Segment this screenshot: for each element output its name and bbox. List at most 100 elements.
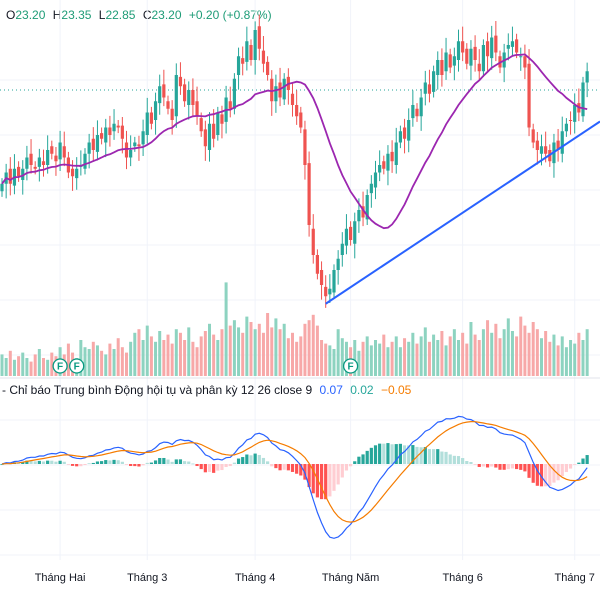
candle-body bbox=[585, 71, 589, 83]
candle-body bbox=[270, 78, 274, 102]
macd-histogram-bar bbox=[398, 443, 402, 464]
volume-bar bbox=[286, 338, 290, 376]
candle-body bbox=[568, 120, 573, 121]
candles[interactable] bbox=[0, 14, 589, 308]
macd-histogram-bar bbox=[357, 456, 361, 464]
macd-histogram-bar bbox=[149, 462, 153, 464]
macd-legend[interactable]: - Chỉ báo Trung bình Động hội tụ và phân… bbox=[2, 383, 411, 397]
macd-histogram-bar bbox=[324, 464, 328, 500]
low-value: 22.85 bbox=[105, 8, 136, 22]
x-tick-label: Tháng 4 bbox=[235, 572, 275, 584]
volume-bar bbox=[311, 314, 315, 376]
volume-bars bbox=[0, 282, 589, 376]
volume-bar bbox=[303, 323, 307, 376]
candle-body bbox=[315, 255, 319, 274]
macd-histogram-bar bbox=[419, 447, 423, 464]
macd-histogram-bar bbox=[539, 464, 544, 487]
open-value: 23.20 bbox=[15, 8, 46, 22]
candle-body bbox=[41, 161, 46, 165]
macd-histogram-bar bbox=[407, 445, 411, 464]
macd-histogram-bar bbox=[448, 454, 452, 464]
candle-body bbox=[452, 56, 456, 66]
candle-body bbox=[216, 112, 220, 135]
volume-bar bbox=[203, 331, 207, 376]
macd-histogram-bar bbox=[506, 464, 510, 470]
macd-histogram-bar bbox=[573, 464, 577, 465]
candle-body bbox=[560, 131, 564, 154]
candle-body bbox=[124, 142, 129, 158]
volume-bar bbox=[481, 329, 485, 376]
macd-histogram-bar bbox=[481, 464, 485, 467]
volume-bar bbox=[261, 332, 265, 376]
volume-bar bbox=[245, 316, 249, 376]
volume-bar bbox=[17, 356, 21, 376]
volume-bar bbox=[390, 341, 394, 376]
macd-histogram-bar bbox=[274, 464, 278, 469]
volume-bar bbox=[432, 334, 436, 376]
open-label: O bbox=[6, 8, 16, 22]
candle-body bbox=[149, 112, 153, 124]
candle-body bbox=[245, 41, 249, 62]
candle-body bbox=[402, 127, 407, 139]
candle-body bbox=[87, 142, 91, 154]
candle-body bbox=[187, 90, 191, 105]
macd-histogram-bar bbox=[490, 464, 494, 467]
candle-body bbox=[104, 127, 108, 143]
candle-body bbox=[411, 105, 415, 119]
high-label: H bbox=[52, 8, 62, 22]
macd-histogram-bar bbox=[112, 459, 116, 464]
volume-bar bbox=[21, 352, 25, 376]
candle-body bbox=[95, 135, 100, 152]
macd-histogram-bar bbox=[241, 457, 245, 464]
macd-histogram-bar bbox=[494, 464, 498, 468]
volume-bar bbox=[42, 358, 45, 376]
volume-bar bbox=[344, 341, 348, 376]
candle-body bbox=[33, 166, 37, 169]
macd-histogram-bar bbox=[502, 464, 506, 470]
macd-histogram-bar bbox=[386, 443, 390, 464]
signal-value: 0.02 bbox=[350, 383, 374, 397]
volume-bar bbox=[241, 332, 245, 376]
macd-histogram-bar bbox=[158, 458, 162, 464]
candle-body bbox=[191, 90, 195, 105]
volume-bar bbox=[328, 345, 332, 376]
volume-bar bbox=[237, 327, 241, 376]
macd-histogram-bar bbox=[62, 461, 66, 464]
macd-histogram-bar bbox=[104, 460, 108, 464]
candle-body bbox=[299, 112, 303, 128]
candle-body bbox=[25, 157, 29, 169]
macd-histogram-bar bbox=[66, 464, 70, 465]
macd-histogram-bar bbox=[568, 464, 573, 469]
candle-body bbox=[473, 46, 477, 60]
change-value: +0.20 (+0.87%) bbox=[188, 8, 272, 22]
volume-bar bbox=[291, 332, 294, 376]
volume-bar bbox=[440, 331, 444, 376]
candle-body bbox=[129, 150, 133, 158]
volume-bar bbox=[8, 350, 12, 376]
candle-body bbox=[494, 35, 498, 53]
macd-histogram-bar bbox=[440, 451, 444, 464]
volume-bar bbox=[398, 347, 402, 376]
volume-bar bbox=[585, 329, 589, 376]
candle-body bbox=[174, 75, 178, 117]
candle-body bbox=[444, 52, 448, 72]
candle-body bbox=[510, 41, 515, 47]
volume-bar bbox=[232, 320, 236, 376]
volume-bar bbox=[523, 325, 527, 376]
volume-bar bbox=[170, 343, 174, 376]
macd-histogram-bar bbox=[332, 464, 336, 491]
candle-body bbox=[427, 84, 432, 94]
macd-pane[interactable] bbox=[0, 415, 589, 539]
volume-bar bbox=[257, 323, 261, 376]
volume-bar bbox=[191, 341, 195, 376]
volume-bar bbox=[423, 327, 427, 376]
macd-histogram-bar bbox=[394, 444, 398, 464]
volume-bar bbox=[444, 345, 448, 376]
volume-bar bbox=[145, 325, 149, 376]
event-marker-label: F bbox=[348, 362, 354, 373]
macd-histogram-bar bbox=[195, 464, 199, 467]
volume-bar bbox=[378, 343, 382, 376]
candle-body bbox=[394, 142, 398, 165]
